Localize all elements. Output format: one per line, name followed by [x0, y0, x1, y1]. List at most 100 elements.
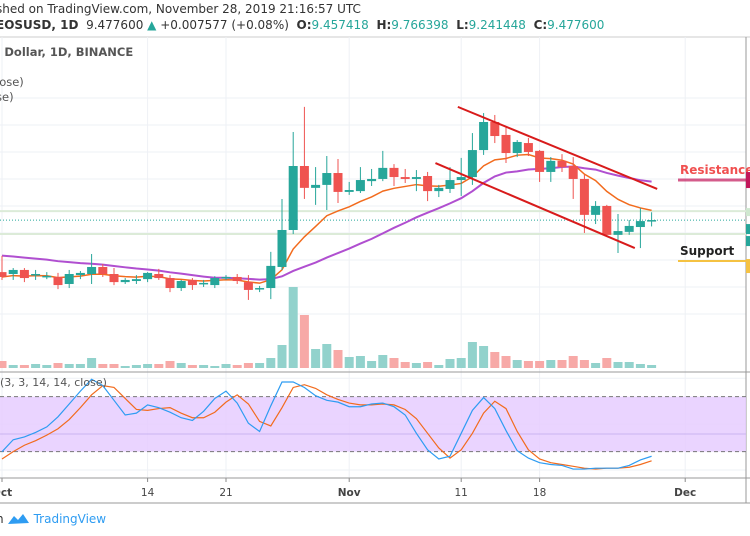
candle-body — [165, 278, 175, 289]
volume-bar — [165, 361, 175, 368]
volume-bar — [255, 363, 265, 368]
candle-body — [0, 272, 7, 277]
price-axis-tag — [746, 208, 750, 217]
open-label: O: — [296, 18, 312, 32]
volume-bar — [378, 355, 388, 368]
candle-body — [154, 274, 164, 279]
candle-body — [322, 173, 332, 185]
price-axis-tag — [746, 224, 750, 235]
candle-body — [266, 265, 276, 289]
candle-body — [411, 177, 421, 179]
last-price: 9.477600 — [86, 18, 144, 32]
x-tick-label: Nov — [338, 487, 361, 499]
symbol: EOSUSD, 1D — [0, 18, 79, 32]
volume-bar — [344, 357, 354, 368]
candle-body — [400, 177, 410, 179]
candle-body — [378, 167, 388, 179]
published-line: shed on TradingView.com, November 28, 20… — [0, 2, 361, 16]
volume-bar — [243, 363, 253, 368]
volume-bar — [333, 350, 343, 368]
candle-body — [635, 221, 645, 228]
support-label: Support — [680, 244, 735, 258]
volume-bar — [423, 362, 433, 368]
volume-bar — [602, 358, 612, 368]
volume-bar — [19, 365, 29, 368]
volume-bar — [512, 360, 522, 368]
volume-bar — [389, 358, 399, 368]
candle-body — [579, 178, 589, 215]
candle-body — [523, 143, 533, 152]
candle-body — [19, 269, 29, 279]
candle-body — [98, 266, 108, 274]
candle-body — [456, 177, 466, 181]
volume-bar — [221, 364, 231, 368]
resistance-label: Resistance — [680, 163, 750, 177]
volume-bar — [8, 365, 18, 368]
low-value: 9.241448 — [468, 18, 526, 32]
stoch-band — [0, 396, 746, 452]
candle-body — [232, 276, 242, 282]
candle-body — [120, 279, 130, 283]
volume-bar — [635, 364, 645, 368]
candle-body — [344, 190, 354, 192]
volume-bar — [199, 365, 209, 368]
candle-body — [75, 272, 85, 276]
volume-bar — [87, 358, 97, 368]
x-tick-label: Oct — [0, 487, 12, 499]
candle-body — [568, 166, 578, 179]
x-tick-label: 21 — [219, 487, 232, 499]
candle-body — [557, 160, 567, 168]
volume-bar — [75, 364, 85, 368]
x-tick-label: 11 — [455, 487, 468, 499]
candle-body — [299, 166, 309, 188]
candle-body — [210, 278, 220, 286]
candle-body — [109, 274, 119, 283]
candle-body — [501, 134, 511, 154]
volume-bar — [579, 360, 589, 368]
volume-bar — [266, 358, 276, 368]
volume-bar — [501, 356, 511, 368]
candle-body — [176, 281, 186, 289]
candle-body — [624, 225, 634, 232]
volume-bar — [64, 364, 74, 368]
candle-body — [31, 274, 41, 276]
candle-body — [546, 160, 556, 172]
series-legend: . Dollar, 1D, BINANCE — [0, 45, 134, 59]
trend-line — [457, 105, 658, 190]
volume-bar — [591, 363, 601, 368]
volume-bar — [187, 365, 197, 368]
candle-body — [187, 279, 197, 286]
volume-bar — [109, 364, 119, 368]
candle-body — [423, 175, 433, 192]
candle-body — [255, 288, 265, 290]
volume-bar — [647, 365, 657, 368]
volume-bar — [42, 365, 52, 368]
stoch-k-line — [1, 378, 652, 470]
brand-name[interactable]: TradingView — [33, 512, 107, 526]
volume-bar — [467, 342, 477, 368]
volume-bar — [31, 364, 41, 368]
open-value: 9.457418 — [311, 18, 369, 32]
ma2-legend: se) — [0, 90, 14, 104]
volume-bar — [176, 363, 186, 368]
candle-body — [143, 272, 153, 280]
footer: h TradingView — [0, 512, 106, 526]
candle-body — [64, 274, 74, 284]
close-value: 9.477600 — [547, 18, 605, 32]
volume-bar — [535, 361, 545, 368]
price-change: +0.007577 (+0.08%) — [160, 18, 289, 32]
volume-bar — [624, 362, 634, 368]
stoch-d-line — [1, 384, 652, 470]
price-axis-tag — [746, 236, 750, 247]
candle-body — [87, 266, 97, 274]
candle-body — [535, 150, 545, 172]
candle-body — [467, 150, 477, 178]
volume-bar — [143, 364, 153, 368]
footer-prefix: h — [0, 512, 4, 526]
volume-bar — [154, 364, 164, 368]
volume-bar — [299, 315, 309, 368]
volume-bar — [568, 356, 578, 368]
volume-bar — [277, 345, 287, 368]
